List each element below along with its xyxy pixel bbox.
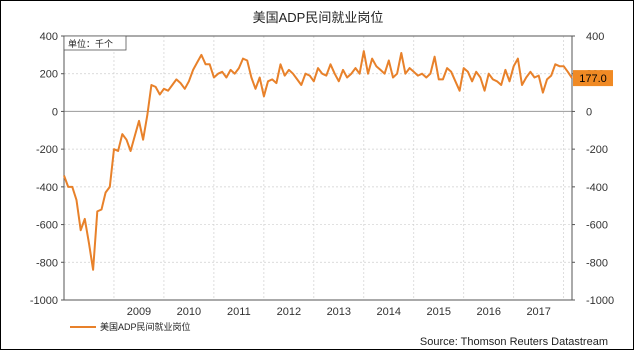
series-line [63,50,573,271]
legend-label: 美国ADP民间就业岗位 [100,321,191,332]
last-value-marker: 177.0 [573,70,613,87]
unit-label: 单位：千个 [68,38,113,49]
y-tick-label-left: 200 [40,69,58,81]
x-tick-label: 2014 [377,306,401,318]
y-tick-label-left: -200 [36,144,58,156]
y-tick-label-right: -200 [586,144,608,156]
legend: 美国ADP民间就业岗位 [70,321,191,332]
left-axis-ticks: 400 200 0 -200 -400 -600 -800 -1000 [30,31,64,307]
y-tick-label-left: 400 [40,31,58,43]
source-note: Source: Thomson Reuters Datastream [420,336,608,348]
y-tick-label-left: -800 [36,257,58,269]
y-tick-label-right: -400 [586,182,608,194]
plot-area-border [63,35,573,301]
x-tick-label: 2012 [277,306,301,318]
x-tick-label: 2017 [526,306,550,318]
y-tick-label-left: -600 [36,220,58,232]
chart-title: 美国ADP民间就业岗位 [253,10,384,25]
y-tick-label-left: 0 [52,106,58,118]
grid [64,36,572,300]
x-axis-ticks: 2009 2010 2011 2012 2013 2014 2015 2016 2017 [127,306,551,318]
y-tick-label-right: -1000 [586,295,614,307]
y-tick-label-left: -400 [36,182,58,194]
x-tick-label: 2010 [177,306,201,318]
x-tick-label: 2013 [327,306,351,318]
last-value-background [573,70,613,87]
x-tick-label: 2009 [127,306,151,318]
unit-label-box: 单位：千个 [63,35,127,51]
y-tick-label-right: 400 [586,31,604,43]
y-tick-label-left: -1000 [30,295,58,307]
y-tick-label-right: 0 [586,106,592,118]
last-value-label: 177.0 [579,73,607,85]
y-tick-label-right: -600 [586,220,608,232]
x-tick-label: 2011 [227,306,251,318]
x-tick-label: 2016 [476,306,500,318]
series-layer [63,50,573,271]
unit-label-border [63,35,127,51]
x-tick-label: 2015 [427,306,451,318]
y-tick-label-right: -800 [586,257,608,269]
